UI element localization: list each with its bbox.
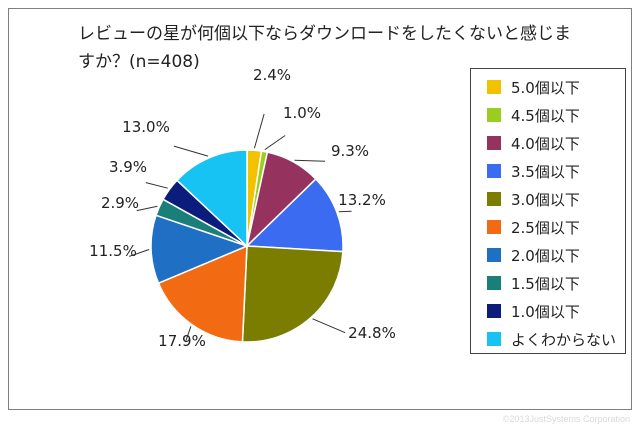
legend-label: 4.0個以下 (511, 134, 580, 153)
leader-line-4 (338, 210, 352, 213)
leader-line-7 (129, 249, 150, 257)
legend-label: 1.0個以下 (511, 302, 580, 321)
leader-line-5 (312, 318, 346, 334)
legend-item-3: 4.0個以下 (487, 131, 580, 155)
data-label-4: 13.2% (338, 191, 386, 209)
chart-title: レビューの星が何個以下ならダウンロードをしたくないと感じますか？(n=408) (78, 24, 571, 72)
data-label-6: 17.9% (158, 332, 206, 350)
legend-item-10: よくわからない (487, 327, 616, 351)
leader-line-10 (173, 145, 209, 157)
pie-slice-10 (175, 149, 248, 248)
legend-item-6: 2.5個以下 (487, 215, 580, 239)
leader-line-3 (294, 159, 326, 162)
pie-slice-4 (245, 177, 344, 253)
legend-item-8: 1.5個以下 (487, 271, 580, 295)
pie-slice-5 (241, 245, 344, 343)
legend-label: 3.0個以下 (511, 190, 580, 209)
legend-swatch (487, 248, 501, 262)
leader-line-1 (253, 113, 265, 149)
legend-item-7: 2.0個以下 (487, 243, 580, 267)
copyright-text: ©2013JustSystems Corporation (502, 414, 630, 424)
legend-swatch (487, 220, 501, 234)
pie-slice-7 (150, 214, 250, 285)
legend-item-9: 1.0個以下 (487, 299, 580, 323)
data-label-2: 1.0% (283, 104, 321, 122)
data-label-3: 9.3% (331, 142, 369, 160)
legend-label: 4.5個以下 (511, 106, 580, 125)
legend-item-5: 3.0個以下 (487, 187, 580, 211)
legend-label: 2.5個以下 (511, 218, 580, 237)
legend-label: よくわからない (511, 330, 617, 349)
legend-swatch (487, 304, 501, 318)
data-label-5: 24.8% (348, 324, 396, 342)
legend-swatch (487, 164, 501, 178)
data-label-10: 13.0% (122, 118, 170, 136)
data-label-1: 2.4% (253, 66, 291, 84)
legend-item-1: 5.0個以下 (487, 75, 580, 99)
legend-swatch (487, 332, 501, 346)
legend-swatch (487, 108, 501, 122)
legend: 5.0個以下 4.5個以下 4.0個以下 3.5個以下 3.0個以下 2.5個以下 2.0個… (470, 68, 626, 354)
leader-line-8 (136, 205, 158, 212)
leader-line-2 (264, 135, 286, 151)
leader-line-6 (185, 326, 192, 341)
legend-label: 3.5個以下 (511, 162, 580, 181)
legend-item-4: 3.5個以下 (487, 159, 580, 183)
legend-label: 2.0個以下 (511, 246, 580, 265)
data-label-8: 2.9% (101, 194, 139, 212)
legend-item-2: 4.5個以下 (487, 103, 580, 127)
legend-swatch (487, 136, 501, 150)
leader-line-9 (145, 182, 168, 189)
data-label-7: 11.5% (89, 242, 137, 260)
legend-label: 5.0個以下 (511, 78, 580, 97)
legend-swatch (487, 192, 501, 206)
pie-slice-6 (157, 244, 248, 343)
legend-label: 1.5個以下 (511, 274, 580, 293)
legend-swatch (487, 80, 501, 94)
data-label-9: 3.9% (109, 158, 147, 176)
legend-swatch (487, 276, 501, 290)
